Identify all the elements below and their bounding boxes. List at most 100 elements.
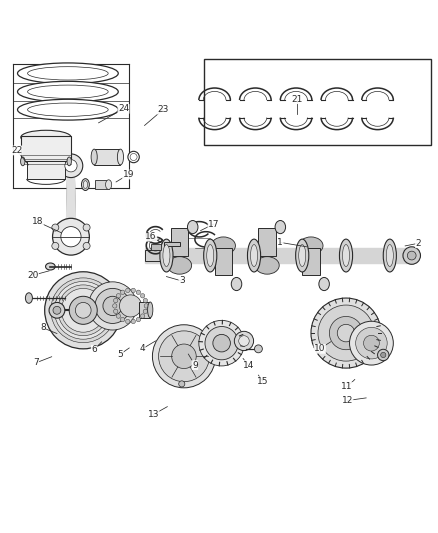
Text: 5: 5 [117, 350, 124, 359]
Ellipse shape [28, 103, 108, 116]
Circle shape [120, 295, 141, 317]
Circle shape [136, 290, 141, 294]
Ellipse shape [160, 239, 173, 272]
Circle shape [152, 325, 215, 388]
Circle shape [128, 151, 139, 163]
Ellipse shape [148, 302, 153, 318]
Circle shape [54, 281, 112, 339]
Text: 4: 4 [140, 344, 145, 353]
Circle shape [205, 327, 238, 360]
Text: 3: 3 [179, 277, 185, 286]
Circle shape [113, 309, 118, 313]
Ellipse shape [207, 245, 214, 266]
Circle shape [126, 319, 130, 324]
Ellipse shape [46, 263, 55, 270]
Text: 17: 17 [208, 220, 219, 229]
Circle shape [65, 159, 77, 172]
Text: 12: 12 [342, 396, 353, 405]
Bar [95, 180, 109, 189]
Text: 1: 1 [277, 238, 283, 247]
Ellipse shape [299, 237, 323, 254]
Circle shape [131, 288, 135, 293]
Text: 20: 20 [27, 271, 39, 280]
Circle shape [254, 345, 262, 353]
Ellipse shape [343, 245, 350, 266]
Ellipse shape [83, 181, 88, 189]
Ellipse shape [106, 180, 112, 189]
Circle shape [49, 302, 65, 318]
Bar [145, 250, 169, 261]
Text: 6: 6 [91, 345, 97, 354]
Text: 15: 15 [257, 377, 268, 386]
Text: 21: 21 [291, 95, 303, 104]
Bar [171, 229, 188, 255]
Text: 18: 18 [32, 217, 43, 227]
Ellipse shape [167, 257, 191, 274]
Ellipse shape [339, 239, 353, 272]
Circle shape [381, 352, 386, 358]
Text: 8: 8 [40, 324, 46, 332]
Circle shape [45, 272, 122, 349]
Circle shape [130, 154, 137, 160]
Circle shape [329, 317, 363, 350]
Circle shape [51, 278, 116, 343]
Circle shape [143, 309, 148, 313]
Circle shape [53, 306, 61, 314]
Ellipse shape [21, 130, 71, 144]
Circle shape [59, 154, 83, 177]
Circle shape [116, 294, 120, 298]
Circle shape [159, 331, 209, 382]
Circle shape [69, 296, 97, 324]
Circle shape [95, 288, 130, 324]
Circle shape [364, 335, 379, 351]
Ellipse shape [21, 157, 25, 166]
Bar [258, 229, 276, 255]
Ellipse shape [91, 149, 97, 165]
Circle shape [350, 321, 393, 365]
Circle shape [61, 227, 81, 247]
Bar [21, 136, 71, 161]
Ellipse shape [28, 85, 108, 99]
Text: 19: 19 [123, 170, 134, 179]
Bar [164, 242, 180, 246]
Circle shape [126, 288, 130, 293]
Ellipse shape [18, 99, 118, 120]
Ellipse shape [163, 245, 170, 266]
Ellipse shape [383, 239, 396, 272]
Ellipse shape [251, 245, 258, 266]
Ellipse shape [117, 149, 124, 165]
Ellipse shape [296, 239, 309, 272]
Ellipse shape [211, 237, 236, 254]
Circle shape [61, 288, 105, 332]
Circle shape [52, 224, 59, 231]
Circle shape [213, 334, 230, 352]
Circle shape [318, 305, 374, 361]
Circle shape [58, 285, 109, 336]
Circle shape [83, 224, 90, 231]
Text: 14: 14 [243, 360, 254, 369]
Circle shape [113, 298, 118, 303]
Circle shape [131, 319, 135, 324]
Circle shape [141, 294, 145, 298]
Text: 9: 9 [192, 360, 198, 369]
Circle shape [141, 314, 145, 318]
Circle shape [407, 251, 416, 260]
Ellipse shape [18, 82, 118, 102]
Bar [204, 59, 431, 145]
Circle shape [311, 298, 381, 368]
Ellipse shape [231, 278, 242, 290]
Text: 22: 22 [11, 146, 22, 155]
Ellipse shape [18, 63, 118, 84]
Circle shape [143, 298, 148, 303]
Circle shape [239, 336, 249, 346]
Circle shape [53, 219, 89, 255]
Ellipse shape [247, 239, 261, 272]
Circle shape [356, 327, 387, 359]
Bar [215, 248, 232, 275]
Text: 13: 13 [148, 410, 159, 419]
Circle shape [378, 349, 389, 361]
Ellipse shape [204, 239, 217, 272]
Text: 16: 16 [145, 232, 157, 241]
Polygon shape [145, 248, 412, 263]
Circle shape [75, 302, 91, 318]
